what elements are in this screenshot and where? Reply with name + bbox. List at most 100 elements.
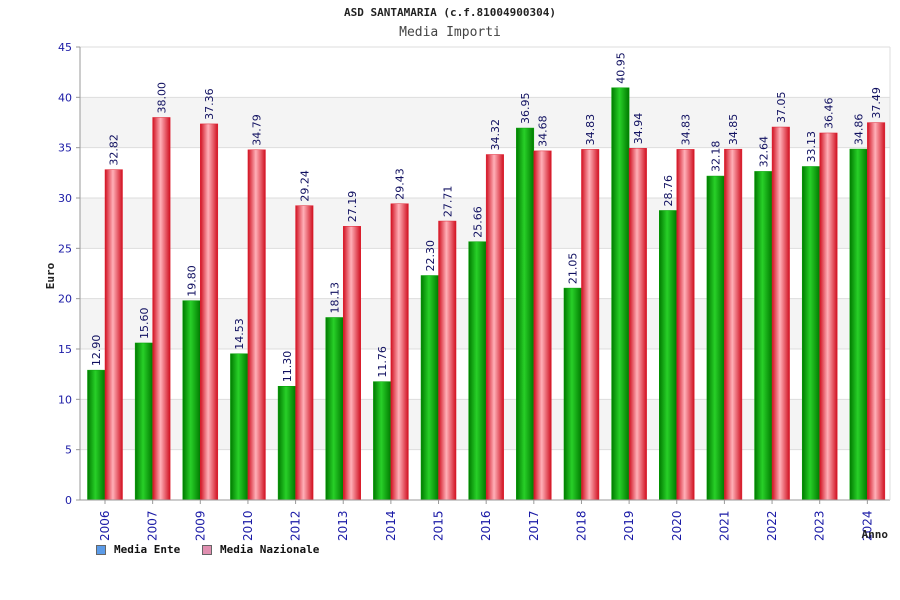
x-tick-label: 2013 [336,510,350,541]
bar-series2-2023 [819,132,838,501]
x-axis-label: Anno [862,528,889,541]
value-label: 34.85 [727,114,740,146]
chart-subtitle: Media Importi [399,25,501,40]
bar-series1-2024 [849,148,868,501]
x-tick-labels: 2006 2007 2009 2010 2012 2013 2014 2015 2016 2017… [98,500,874,541]
bar-series1-2020 [659,210,678,501]
value-label: 28.76 [662,175,675,207]
bar-series2-2007 [152,117,171,501]
value-label: 34.83 [680,114,693,146]
bar-series2-2015 [438,220,457,501]
bar-series2-2013 [342,226,361,501]
value-label: 34.32 [489,119,502,151]
bar-series1-2021 [706,175,725,501]
bar-series2-2016 [485,154,504,501]
bar-series1-2015 [420,275,439,501]
bar-series1-2012 [277,385,296,501]
x-tick-label: 2016 [479,510,493,541]
x-tick-label: 2009 [193,510,207,541]
bar-series1-2022 [754,171,773,501]
x-tick-label: 2024 [860,510,874,541]
value-label: 29.43 [394,168,407,200]
legend-label: Media Ente [114,543,181,556]
bar-series2-2020 [676,149,695,501]
bar-series2-2017 [533,150,552,501]
value-label: 27.19 [346,191,359,223]
x-tick-label: 2021 [717,510,731,541]
value-label: 37.49 [870,87,883,119]
bar-series1-2006 [87,369,106,501]
value-label: 21.05 [567,253,580,285]
bar-series1-2018 [563,287,582,501]
axes [79,47,891,501]
value-label: 34.86 [853,114,866,146]
x-tick-label: 2010 [241,510,255,541]
value-label: 32.18 [710,141,723,173]
value-label: 37.36 [203,88,216,120]
bar-series2-2022 [771,126,790,501]
bar-series2-2012 [295,205,314,501]
value-label: 34.79 [251,114,264,146]
y-tick-label: 45 [58,41,72,54]
y-tick-label: 25 [58,242,72,255]
value-label: 22.30 [424,240,437,272]
value-label: 18.13 [328,282,341,314]
bar-series2-2021 [724,148,743,501]
y-tick-label: 0 [65,494,72,507]
value-label: 11.76 [376,346,389,378]
value-label: 32.64 [757,136,770,168]
bar-series2-2009 [200,123,219,501]
bar-series2-2010 [247,149,266,501]
x-tick-label: 2012 [289,510,303,541]
x-tick-label: 2018 [574,510,588,541]
x-tick-label: 2020 [670,510,684,541]
grid-band [80,47,890,98]
y-tick-labels: 0 5 10 15 20 25 30 35 40 45 [58,41,72,507]
value-label: 11.30 [281,351,294,383]
value-label: 27.71 [441,186,454,218]
bar-series1-2019 [611,87,630,501]
bar-series1-2010 [230,353,249,501]
bar-series2-2024 [867,122,886,501]
value-label: 34.68 [537,115,550,147]
x-tick-label: 2015 [432,510,446,541]
value-label: 36.95 [519,93,532,125]
legend-item-series-1: Media Ente [96,543,180,556]
bar-series1-2023 [801,166,820,501]
x-tick-label: 2007 [146,510,160,541]
bar-series1-2007 [134,342,153,501]
value-label: 15.60 [138,307,151,339]
value-label: 36.46 [822,97,835,129]
legend-swatch [202,544,212,555]
value-label: 12.90 [90,335,103,367]
bar-series1-2014 [373,381,392,501]
value-label: 32.82 [108,134,121,166]
bar-series1-2016 [468,241,487,501]
x-tick-label: 2019 [622,510,636,541]
value-label: 19.80 [186,265,199,297]
legend-label: Media Nazionale [220,543,320,556]
value-label: 25.66 [471,206,484,238]
y-tick-label: 20 [58,293,72,306]
bar-series1-2017 [516,127,535,501]
y-tick-label: 5 [65,444,72,457]
legend-item-series-2: Media Nazionale [202,543,319,556]
y-tick-label: 15 [58,343,72,356]
x-tick-label: 2017 [527,510,541,541]
value-label: 40.95 [614,52,627,84]
x-tick-label: 2023 [813,510,827,541]
x-tick-label: 2022 [765,510,779,541]
value-label: 29.24 [298,170,311,202]
legend-swatch [96,544,106,555]
value-label: 34.83 [584,114,597,146]
value-label: 14.53 [233,318,246,350]
y-axis-label: Euro [44,262,57,289]
value-label: 34.94 [632,113,645,145]
value-label: 38.00 [155,82,168,114]
bars [87,87,886,501]
value-label: 37.05 [775,92,788,124]
bar-series2-2018 [581,149,600,501]
value-labels: 12.90 15.60 19.80 14.53 11.30 18.13 11.76 22.30… [90,52,883,382]
y-tick-label: 35 [58,142,72,155]
